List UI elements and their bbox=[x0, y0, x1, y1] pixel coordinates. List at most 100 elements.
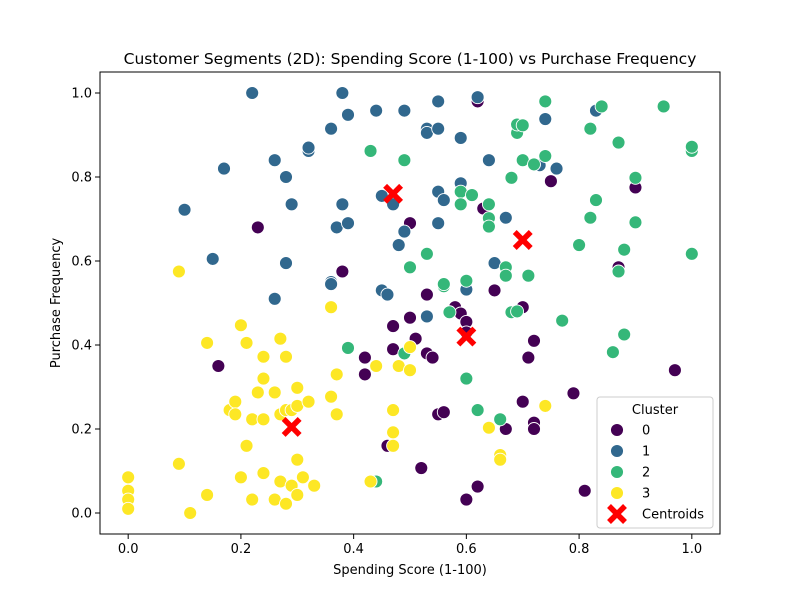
data-point-cluster-0 bbox=[667, 363, 682, 378]
data-point-cluster-3 bbox=[233, 470, 248, 485]
data-point-cluster-2 bbox=[515, 118, 530, 133]
data-point-cluster-3 bbox=[256, 349, 271, 364]
data-point-cluster-1 bbox=[453, 130, 468, 145]
data-point-cluster-3 bbox=[245, 492, 260, 507]
data-point-cluster-2 bbox=[498, 268, 513, 283]
data-point-cluster-1 bbox=[431, 94, 446, 109]
data-point-cluster-0 bbox=[414, 461, 429, 476]
data-point-cluster-2 bbox=[684, 246, 699, 261]
axes-frame bbox=[99, 71, 721, 535]
y-tick-label: 0.8 bbox=[71, 171, 92, 186]
data-point-cluster-1 bbox=[419, 309, 434, 324]
data-point-cluster-1 bbox=[391, 238, 406, 252]
data-point-cluster-2 bbox=[453, 197, 468, 212]
data-point-cluster-3 bbox=[279, 496, 293, 511]
data-point-cluster-0 bbox=[211, 359, 226, 373]
data-point-cluster-1 bbox=[397, 224, 412, 239]
data-point-cluster-0 bbox=[527, 422, 541, 436]
data-point-cluster-2 bbox=[628, 215, 643, 230]
data-point-cluster-2 bbox=[611, 135, 626, 150]
data-point-cluster-1 bbox=[324, 121, 339, 136]
data-point-cluster-3 bbox=[171, 456, 186, 471]
data-point-cluster-1 bbox=[217, 161, 231, 176]
y-tick-label: 0.2 bbox=[71, 423, 92, 438]
data-point-cluster-3 bbox=[324, 300, 339, 315]
data-point-cluster-1 bbox=[284, 197, 299, 212]
data-point-cluster-3 bbox=[256, 412, 271, 427]
y-tick-label: 0.4 bbox=[71, 339, 92, 354]
data-point-cluster-0 bbox=[515, 394, 530, 409]
legend: Cluster 0 1 2 3 Centroids bbox=[596, 396, 714, 529]
data-point-cluster-3 bbox=[481, 420, 496, 435]
x-tick-label: 1.0 bbox=[681, 542, 702, 557]
data-point-cluster-2 bbox=[538, 149, 553, 163]
data-point-cluster-2 bbox=[611, 264, 626, 279]
data-point-cluster-2 bbox=[555, 313, 570, 328]
data-point-cluster-2 bbox=[617, 242, 632, 257]
data-point-cluster-3 bbox=[200, 487, 215, 502]
legend-marker-cluster-2 bbox=[610, 465, 624, 479]
data-point-cluster-3 bbox=[121, 470, 136, 485]
data-point-cluster-1 bbox=[431, 216, 446, 231]
data-point-cluster-2 bbox=[397, 153, 412, 168]
data-point-cluster-3 bbox=[386, 403, 401, 418]
data-point-cluster-3 bbox=[200, 335, 215, 350]
data-point-cluster-1 bbox=[267, 153, 282, 168]
legend-marker-cluster-0 bbox=[610, 423, 624, 437]
data-point-cluster-2 bbox=[527, 157, 541, 172]
x-tick-label: 0.0 bbox=[118, 542, 139, 557]
data-point-cluster-2 bbox=[605, 345, 620, 360]
data-point-cluster-3 bbox=[279, 349, 293, 364]
data-point-cluster-3 bbox=[228, 394, 243, 409]
data-point-cluster-0 bbox=[335, 264, 350, 279]
data-point-cluster-0 bbox=[386, 319, 401, 334]
legend-box bbox=[596, 396, 714, 529]
data-point-cluster-1 bbox=[538, 112, 553, 126]
x-axis-ticks: 0.0 0.2 0.4 0.6 0.8 1.0 bbox=[118, 534, 702, 557]
data-point-cluster-0 bbox=[357, 367, 372, 382]
data-point-cluster-2 bbox=[465, 188, 479, 203]
data-point-cluster-0 bbox=[527, 333, 541, 348]
legend-label: 2 bbox=[642, 466, 650, 481]
data-point-cluster-0 bbox=[566, 386, 581, 401]
y-tick-label: 0.0 bbox=[71, 507, 92, 522]
data-point-cluster-3 bbox=[290, 452, 305, 467]
data-point-cluster-2 bbox=[470, 403, 485, 418]
data-point-cluster-1 bbox=[431, 121, 446, 136]
y-axis-label: Purchase Frequency bbox=[49, 238, 64, 369]
data-point-cluster-3 bbox=[329, 367, 344, 382]
data-point-cluster-1 bbox=[279, 256, 293, 271]
data-point-cluster-3 bbox=[233, 318, 248, 333]
data-point-cluster-3 bbox=[267, 385, 282, 400]
data-point-cluster-2 bbox=[594, 99, 609, 114]
data-point-cluster-1 bbox=[386, 197, 401, 212]
data-point-cluster-2 bbox=[493, 412, 508, 427]
data-point-cluster-3 bbox=[369, 359, 384, 373]
data-point-cluster-1 bbox=[481, 153, 496, 168]
data-point-cluster-2 bbox=[510, 304, 525, 319]
data-point-cluster-2 bbox=[538, 94, 553, 109]
x-tick-label: 0.6 bbox=[456, 542, 477, 557]
data-point-cluster-3 bbox=[290, 487, 305, 502]
data-point-cluster-0 bbox=[487, 283, 502, 298]
data-point-cluster-3 bbox=[493, 452, 508, 467]
data-point-cluster-2 bbox=[656, 99, 671, 114]
data-point-cluster-2 bbox=[436, 277, 451, 292]
data-point-cluster-1 bbox=[397, 103, 412, 118]
data-point-cluster-0 bbox=[470, 479, 485, 494]
data-point-cluster-0 bbox=[577, 483, 592, 498]
legend-label: Centroids bbox=[642, 508, 704, 523]
legend-marker-centroids bbox=[607, 504, 627, 524]
data-point-cluster-3 bbox=[239, 335, 254, 350]
data-point-cluster-2 bbox=[572, 238, 587, 252]
data-point-cluster-3 bbox=[256, 371, 271, 386]
data-point-cluster-2 bbox=[583, 121, 598, 136]
data-point-cluster-3 bbox=[228, 407, 243, 422]
data-point-cluster-2 bbox=[363, 144, 378, 158]
legend-label: 1 bbox=[642, 445, 650, 460]
data-point-cluster-0 bbox=[543, 174, 558, 189]
data-point-cluster-3 bbox=[363, 474, 378, 489]
data-point-cluster-3 bbox=[256, 466, 271, 481]
data-point-cluster-3 bbox=[183, 506, 198, 520]
